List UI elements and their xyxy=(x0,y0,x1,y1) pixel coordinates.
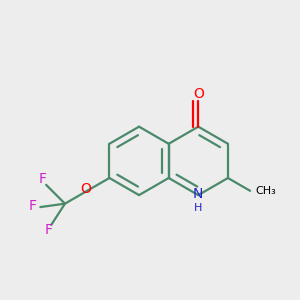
Text: CH₃: CH₃ xyxy=(256,186,277,196)
Text: F: F xyxy=(28,199,37,212)
Text: H: H xyxy=(194,203,202,213)
Text: F: F xyxy=(39,172,47,186)
Text: N: N xyxy=(193,187,203,200)
Text: O: O xyxy=(193,87,204,101)
Text: O: O xyxy=(80,182,91,196)
Text: F: F xyxy=(44,224,52,238)
